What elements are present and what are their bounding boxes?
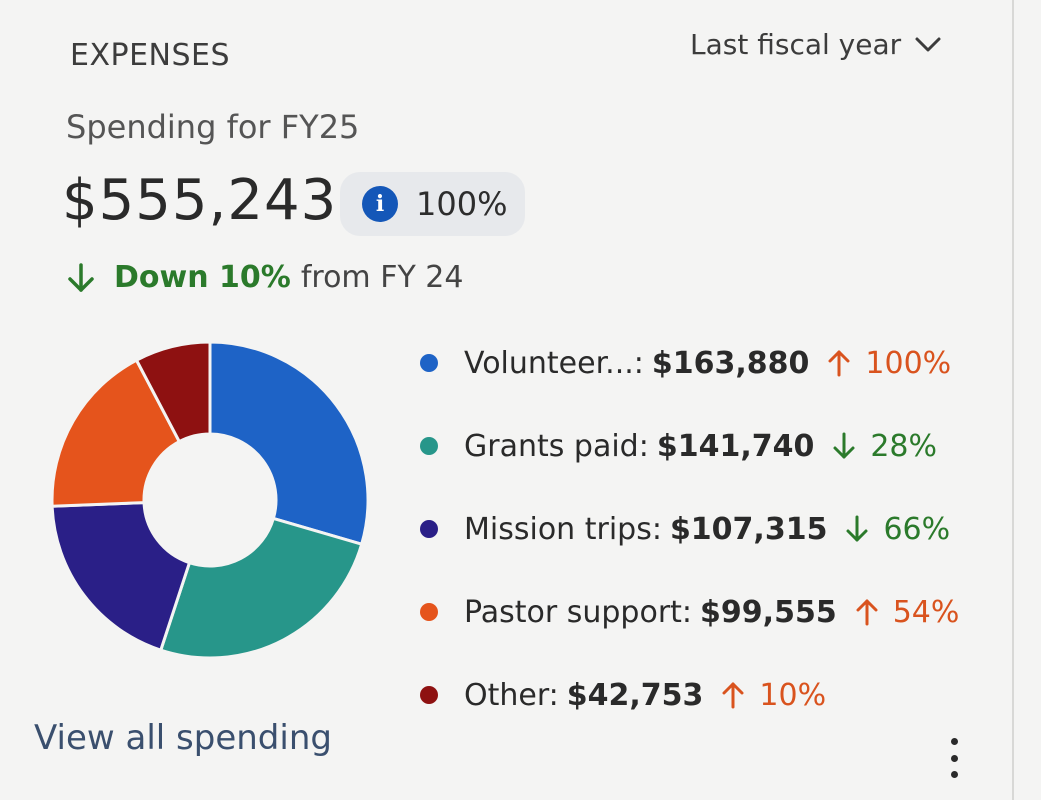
kebab-dot — [950, 754, 958, 762]
donut-slice-other[interactable] — [134, 340, 212, 444]
legend-dot — [420, 437, 438, 455]
percent-badge[interactable]: i 100% — [340, 172, 526, 236]
legend-change: 28% — [870, 428, 938, 464]
info-icon[interactable]: i — [362, 186, 398, 222]
legend-item[interactable]: Mission trips: $107,315 66% — [420, 504, 959, 554]
arrow-down-icon — [833, 432, 855, 459]
legend-label: Mission trips: — [464, 511, 662, 547]
donut-slice-volunteer[interactable] — [208, 340, 370, 547]
legend-item[interactable]: Other: $42,753 10% — [420, 670, 959, 720]
legend-item[interactable]: Volunteer...: $163,880 100% — [420, 338, 959, 388]
percent-value: 100% — [416, 185, 508, 223]
legend-label: Volunteer...: — [464, 345, 644, 381]
legend-dot — [420, 686, 438, 704]
period-label: Last fiscal year — [690, 28, 902, 61]
legend-item[interactable]: Grants paid: $141,740 28% — [420, 421, 959, 471]
kebab-dot — [950, 771, 958, 778]
card-border — [1012, 0, 1014, 800]
legend-dot — [420, 520, 438, 538]
spending-subtitle: Spending for FY25 — [66, 108, 360, 146]
period-dropdown[interactable]: Last fiscal year — [690, 28, 943, 61]
legend-label: Grants paid: — [464, 428, 649, 464]
legend-item[interactable]: Pastor support: $99,555 54% — [420, 587, 959, 637]
legend-dot — [420, 354, 438, 372]
donut-slice-grants-paid[interactable] — [158, 516, 364, 660]
legend-dot — [420, 603, 438, 621]
chart-legend: Volunteer...: $163,880 100% Grants paid: $14… — [420, 338, 959, 753]
total-amount: $555,243 — [62, 168, 338, 233]
view-all-spending-link[interactable]: View all spending — [34, 718, 332, 758]
arrow-down-icon — [68, 262, 94, 292]
arrow-down-icon — [846, 515, 868, 542]
legend-change: 54% — [892, 594, 960, 630]
arrow-up-icon — [828, 350, 850, 377]
legend-value: $141,740 — [656, 428, 815, 464]
card-title: EXPENSES — [70, 38, 231, 73]
legend-change: 66% — [883, 511, 951, 547]
more-options-icon[interactable] — [942, 738, 966, 778]
trend-change: Down 10% — [114, 260, 291, 295]
legend-change: 100% — [865, 345, 952, 381]
expenses-donut-chart — [50, 340, 370, 660]
legend-change: 10% — [759, 677, 827, 713]
legend-value: $99,555 — [700, 594, 837, 630]
legend-label: Other: — [464, 677, 559, 713]
legend-value: $42,753 — [566, 677, 704, 713]
legend-label: Pastor support: — [464, 594, 693, 630]
kebab-dot — [950, 738, 958, 745]
arrow-up-icon — [856, 599, 878, 626]
trend-comparison: from FY 24 — [300, 260, 464, 295]
trend-summary: Down 10% from FY 24 — [66, 260, 464, 295]
donut-slice-mission-trips[interactable] — [50, 501, 192, 653]
donut-slice-pastor-support[interactable] — [50, 358, 182, 508]
legend-value: $163,880 — [651, 345, 810, 381]
arrow-up-icon — [722, 682, 744, 709]
legend-value: $107,315 — [669, 511, 828, 547]
chevron-down-icon — [915, 37, 941, 51]
